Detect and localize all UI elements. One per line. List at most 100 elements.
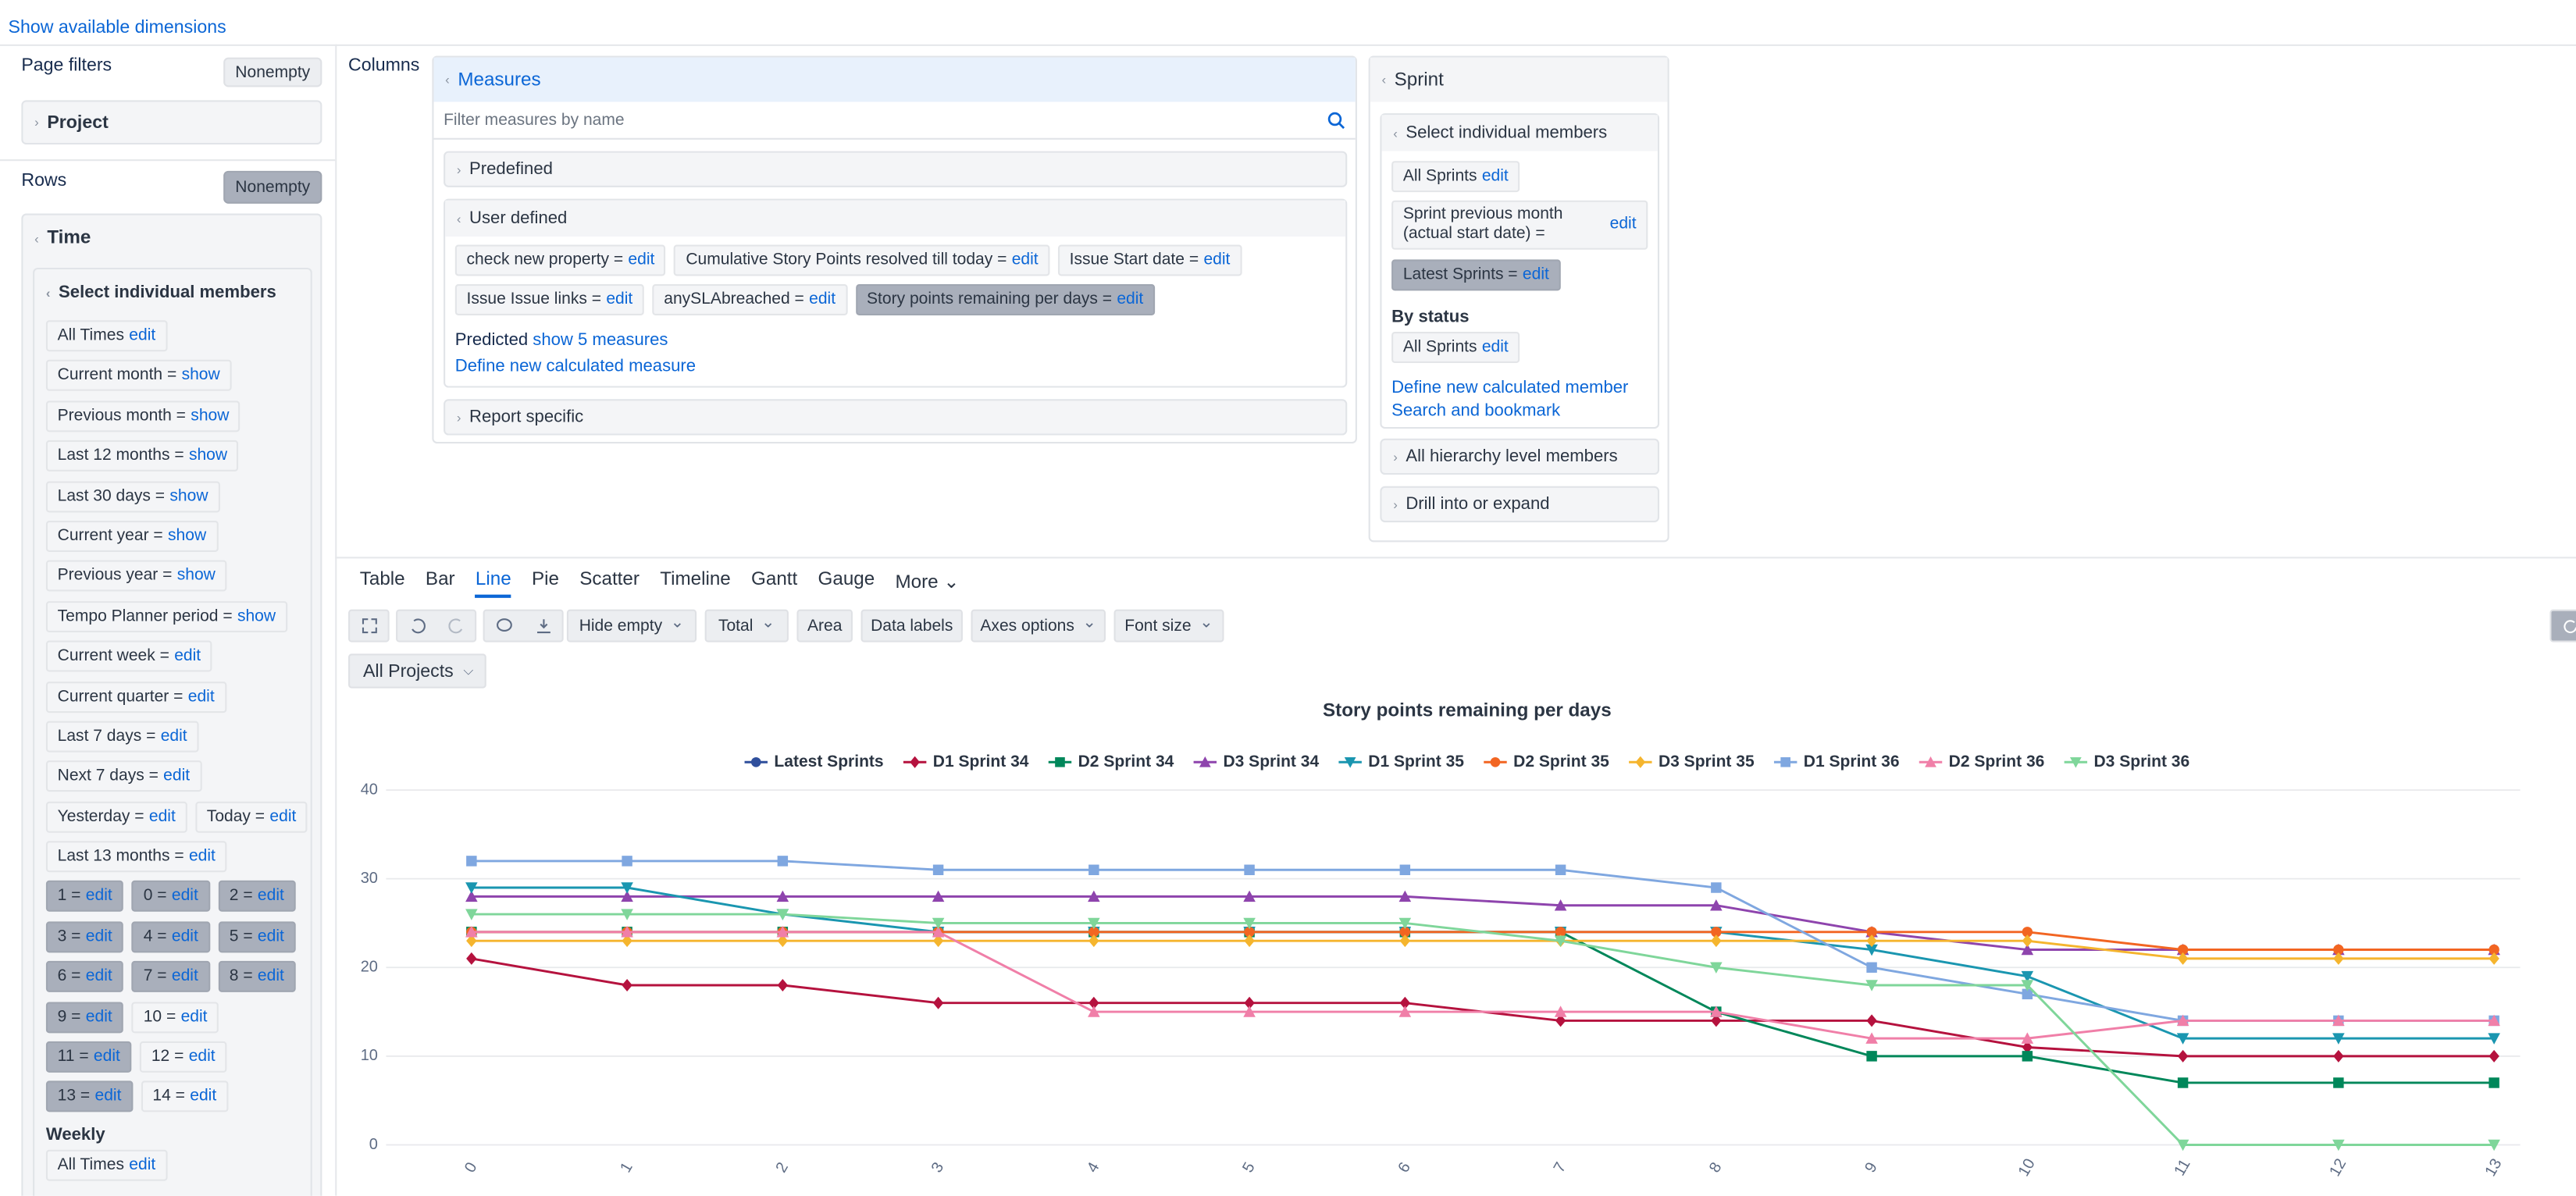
chip-action[interactable]: edit xyxy=(171,927,198,946)
drill-section[interactable]: › Drill into or expand xyxy=(1380,486,1660,523)
member-chip[interactable]: Issue Start date = edit xyxy=(1057,244,1242,276)
tab[interactable]: Bar xyxy=(425,570,455,590)
member-chip[interactable]: Current year = show xyxy=(45,520,218,552)
member-chip[interactable]: 7 = edit xyxy=(131,961,210,993)
nonempty-button[interactable]: Nonempty xyxy=(223,170,322,204)
member-chip[interactable]: 6 = edit xyxy=(45,961,124,993)
member-chip[interactable]: Last 12 months = show xyxy=(45,440,239,472)
member-chip[interactable]: Last 13 months = edit xyxy=(45,841,227,873)
member-chip[interactable]: 0 = edit xyxy=(131,881,210,913)
member-chip[interactable]: Yesterday = edit xyxy=(45,801,187,833)
chip-action[interactable]: edit xyxy=(190,1087,217,1106)
chip-action[interactable]: edit xyxy=(148,807,176,826)
chip-action[interactable]: edit xyxy=(85,888,112,906)
member-chip[interactable]: Previous month = show xyxy=(45,400,241,432)
project-select[interactable]: All Projects ⌵ xyxy=(348,653,486,689)
fullscreen-button[interactable] xyxy=(348,609,390,642)
member-chip[interactable]: Last 7 days = edit xyxy=(45,721,199,753)
chip-action[interactable]: edit xyxy=(1522,265,1549,284)
member-chip[interactable]: All Times edit xyxy=(45,1149,167,1181)
chip-action[interactable]: edit xyxy=(171,967,198,986)
chip-action[interactable]: show xyxy=(191,407,230,425)
predicted-link[interactable]: show 5 measures xyxy=(533,329,668,351)
toolbar-button[interactable]: Data labels xyxy=(860,609,963,642)
chip-action[interactable]: show xyxy=(237,607,276,626)
member-chip[interactable]: All Times edit xyxy=(45,320,167,352)
chip-action[interactable]: edit xyxy=(171,888,198,906)
member-chip[interactable]: All Sprints edit xyxy=(1391,161,1520,193)
chip-action[interactable]: edit xyxy=(160,727,187,746)
chip-action[interactable]: edit xyxy=(129,326,156,345)
chip-action[interactable]: edit xyxy=(606,291,633,310)
time-header[interactable]: ‹ Time xyxy=(34,228,91,247)
chip-action[interactable]: edit xyxy=(257,927,284,946)
section-header[interactable]: ‹ Select individual members xyxy=(1381,115,1658,151)
member-chip[interactable]: check new property = edit xyxy=(454,244,667,276)
search-link[interactable]: Search and bookmark xyxy=(1391,400,1561,421)
tab[interactable]: Gantt xyxy=(751,570,798,590)
measures-header[interactable]: ‹ Measures xyxy=(433,57,1356,102)
chip-action[interactable]: show xyxy=(176,567,216,586)
member-chip[interactable]: 10 = edit xyxy=(131,1001,219,1033)
chip-action[interactable]: edit xyxy=(1481,167,1509,186)
chip-action[interactable]: edit xyxy=(93,1048,120,1066)
member-chip[interactable]: 4 = edit xyxy=(131,921,210,953)
chip-action[interactable]: edit xyxy=(269,807,297,826)
chip-action[interactable]: edit xyxy=(174,647,201,666)
member-chip[interactable]: Issue Issue links = edit xyxy=(454,284,644,316)
member-chip[interactable]: 3 = edit xyxy=(45,921,124,953)
chip-action[interactable]: edit xyxy=(1011,251,1039,270)
tab[interactable]: Timeline xyxy=(660,570,731,590)
nonempty-button[interactable]: Nonempty xyxy=(223,57,322,87)
define-measure-link[interactable]: Define new calculated measure xyxy=(454,356,697,376)
member-chip[interactable]: Current quarter = edit xyxy=(45,681,226,713)
chip-action[interactable]: edit xyxy=(163,767,191,786)
show-dimensions-link[interactable]: Show available dimensions xyxy=(8,18,226,38)
member-chip[interactable]: Story points remaining per days = edit xyxy=(855,284,1156,316)
chip-action[interactable]: show xyxy=(168,527,207,546)
chip-action[interactable]: edit xyxy=(1609,215,1637,234)
member-chip[interactable]: anySLAbreached = edit xyxy=(652,284,847,316)
chip-action[interactable]: edit xyxy=(628,251,655,270)
chip-action[interactable]: edit xyxy=(1203,251,1231,270)
chip-action[interactable]: show xyxy=(181,367,220,386)
member-chip[interactable]: Last 30 days = show xyxy=(45,480,220,512)
chip-action[interactable]: show xyxy=(169,486,208,506)
tab[interactable]: Scatter xyxy=(579,570,640,590)
tab[interactable]: Table xyxy=(359,570,405,590)
tab[interactable]: More ⌄ xyxy=(895,573,960,593)
member-chip[interactable]: 13 = edit xyxy=(45,1081,134,1113)
toolbar-button[interactable]: Total ⌄ xyxy=(704,609,789,642)
chip-action[interactable]: edit xyxy=(257,967,284,986)
predefined-section[interactable]: › Predefined xyxy=(444,151,1348,187)
all-levels-section[interactable]: › All hierarchy level members xyxy=(1380,438,1660,475)
toolbar-button[interactable]: Axes options ⌄ xyxy=(971,609,1106,642)
member-chip[interactable]: Previous year = show xyxy=(45,561,227,593)
chip-action[interactable]: show xyxy=(188,447,228,465)
chip-action[interactable]: edit xyxy=(257,888,284,906)
toolbar-button[interactable]: Area xyxy=(796,609,853,642)
member-chip[interactable]: 8 = edit xyxy=(218,961,296,993)
chip-action[interactable]: edit xyxy=(187,687,215,706)
chip-action[interactable]: edit xyxy=(85,1008,112,1027)
comment-export-buttons[interactable] xyxy=(483,609,564,642)
define-member-link[interactable]: Define new calculated member xyxy=(1391,377,1629,398)
chip-action[interactable]: edit xyxy=(94,1087,122,1106)
member-chip[interactable]: Cumulative Story Points resolved till to… xyxy=(674,244,1050,276)
chip-action[interactable]: edit xyxy=(85,927,112,946)
report-specific-section[interactable]: › Report specific xyxy=(444,399,1348,436)
member-chip[interactable]: 9 = edit xyxy=(45,1001,124,1033)
undo-redo-buttons[interactable] xyxy=(396,609,477,642)
member-chip[interactable]: Current week = edit xyxy=(45,640,212,672)
toolbar-button[interactable]: Font size ⌄ xyxy=(1113,609,1224,642)
chip-action[interactable]: edit xyxy=(1117,291,1144,310)
tab[interactable]: Pie xyxy=(531,570,559,590)
chip-action[interactable]: edit xyxy=(188,847,216,866)
toolbar-button[interactable]: Hide empty ⌄ xyxy=(566,609,697,642)
chip-action[interactable]: edit xyxy=(129,1156,156,1175)
member-chip[interactable]: Sprint previous month (actual start date… xyxy=(1391,201,1648,251)
member-chip[interactable]: All Sprints edit xyxy=(1391,332,1520,363)
user-defined-header[interactable]: ‹ User defined xyxy=(445,200,1346,237)
member-chip[interactable]: 12 = edit xyxy=(140,1041,227,1073)
member-chip[interactable]: 11 = edit xyxy=(45,1041,132,1073)
